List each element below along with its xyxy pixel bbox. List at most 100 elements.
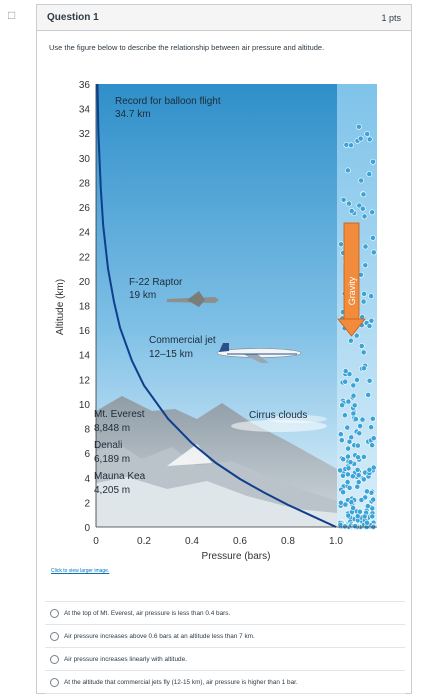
question-title: Question 1 [47,12,99,23]
air-molecule [345,512,352,519]
y-tick-label: 32 [79,129,91,140]
answer-option-4[interactable]: At the altitude that commercial jets fly… [45,670,405,694]
answer-option-3[interactable]: Air pressure increases linearly with alt… [45,647,405,670]
radio-button[interactable] [50,631,59,641]
air-molecule [369,442,375,449]
air-molecule [346,438,353,445]
f22-raptor-icon [167,291,219,307]
air-molecule [345,445,351,452]
air-molecule [348,208,355,214]
air-molecule [354,513,361,520]
air-molecule [359,416,366,423]
jet-label-line2: 12–15 km [149,349,193,360]
question-prompt: Use the figure below to describe the rel… [49,43,325,52]
answer-option-1[interactable]: At the top of Mt. Everest, air pressure … [45,601,405,624]
answer-option-2[interactable]: Air pressure increases above 0.6 bars at… [45,624,405,647]
y-tick-label: 6 [84,449,90,460]
answer-text: At the top of Mt. Everest, air pressure … [64,609,231,617]
x-tick-label: 0.8 [281,536,295,547]
view-larger-image-link[interactable]: Click to view larger image. [51,568,110,574]
air-molecule [339,472,346,479]
gravity-arrow [337,222,366,337]
air-molecule [366,377,373,384]
y-tick-label: 4 [84,474,90,485]
air-molecule [362,262,369,269]
air-molecule [337,431,344,438]
air-molecule [344,471,351,478]
air-molecule [360,349,367,356]
balloon-label-line1: Record for balloon flight [115,96,221,107]
air-molecule [370,158,376,165]
air-molecule [370,249,377,256]
air-molecule [366,171,373,177]
y-tick-label: 14 [79,351,91,362]
x-tick-label: 0.2 [137,536,151,547]
question-points: 1 pts [381,12,401,23]
air-molecule [365,391,372,398]
air-molecule [357,423,363,429]
y-tick-label: 8 [84,425,90,436]
air-molecules [337,123,377,530]
y-tick-label: 30 [79,154,91,165]
air-molecule [340,196,347,203]
y-tick-label: 24 [79,228,91,239]
air-molecule [358,177,364,184]
air-molecule [355,454,361,461]
mountains-illustration [96,396,337,527]
air-molecule [354,483,361,490]
y-tick-label: 34 [79,105,91,116]
x-tick-label: 0 [93,536,99,547]
denali-label-line1: Denali [94,440,122,451]
x-axis-title: Pressure (bars) [202,551,271,562]
air-molecule [341,412,348,419]
air-molecule [350,382,357,389]
everest-label-line1: Mt. Everest [94,409,145,420]
air-molecule [342,501,349,508]
air-molecule [356,202,363,209]
air-molecule [348,142,354,149]
radio-button[interactable] [50,654,59,664]
x-axis-ticks: 0 0.2 0.4 0.6 0.8 1.0 [93,536,343,547]
answer-text: At the altitude that commercial jets fly… [64,678,298,686]
y-tick-label: 26 [79,203,91,214]
air-molecule [342,368,349,374]
air-molecule [361,213,368,220]
y-tick-label: 36 [79,80,91,91]
air-molecule [361,365,367,372]
y-tick-label: 0 [84,523,90,534]
air-molecule [340,489,346,496]
air-molecule [363,488,370,495]
air-molecule [369,513,376,520]
air-molecule [338,241,344,248]
air-molecule [369,234,376,241]
air-molecule [351,402,358,409]
cirrus-label: Cirrus clouds [249,410,307,421]
y-tick-label: 22 [79,252,91,263]
air-molecule [345,453,351,460]
air-molecule [346,200,352,207]
raptor-label-line1: F-22 Raptor [129,277,183,288]
air-molecule [346,484,353,491]
air-molecule [356,430,363,437]
air-molecule [360,476,367,483]
radio-button[interactable] [50,677,59,687]
air-molecule [361,513,368,520]
air-molecule [360,298,367,305]
answer-text: Air pressure increases linearly with alt… [64,655,187,663]
maunakea-label-line2: 4,205 m [94,485,130,496]
radio-button[interactable] [50,608,59,618]
air-molecule [350,410,357,417]
y-tick-label: 28 [79,178,91,189]
y-tick-label: 18 [79,302,91,313]
air-molecule [366,466,373,473]
air-molecule [340,456,347,463]
air-molecule [368,317,375,324]
air-molecule [360,191,367,198]
air-molecule [348,499,355,506]
air-molecule [368,424,374,431]
air-molecule [350,505,356,511]
air-molecule [344,424,351,431]
figure-svg: Gravity [55,80,377,562]
flag-icon[interactable]: □ [8,8,16,22]
